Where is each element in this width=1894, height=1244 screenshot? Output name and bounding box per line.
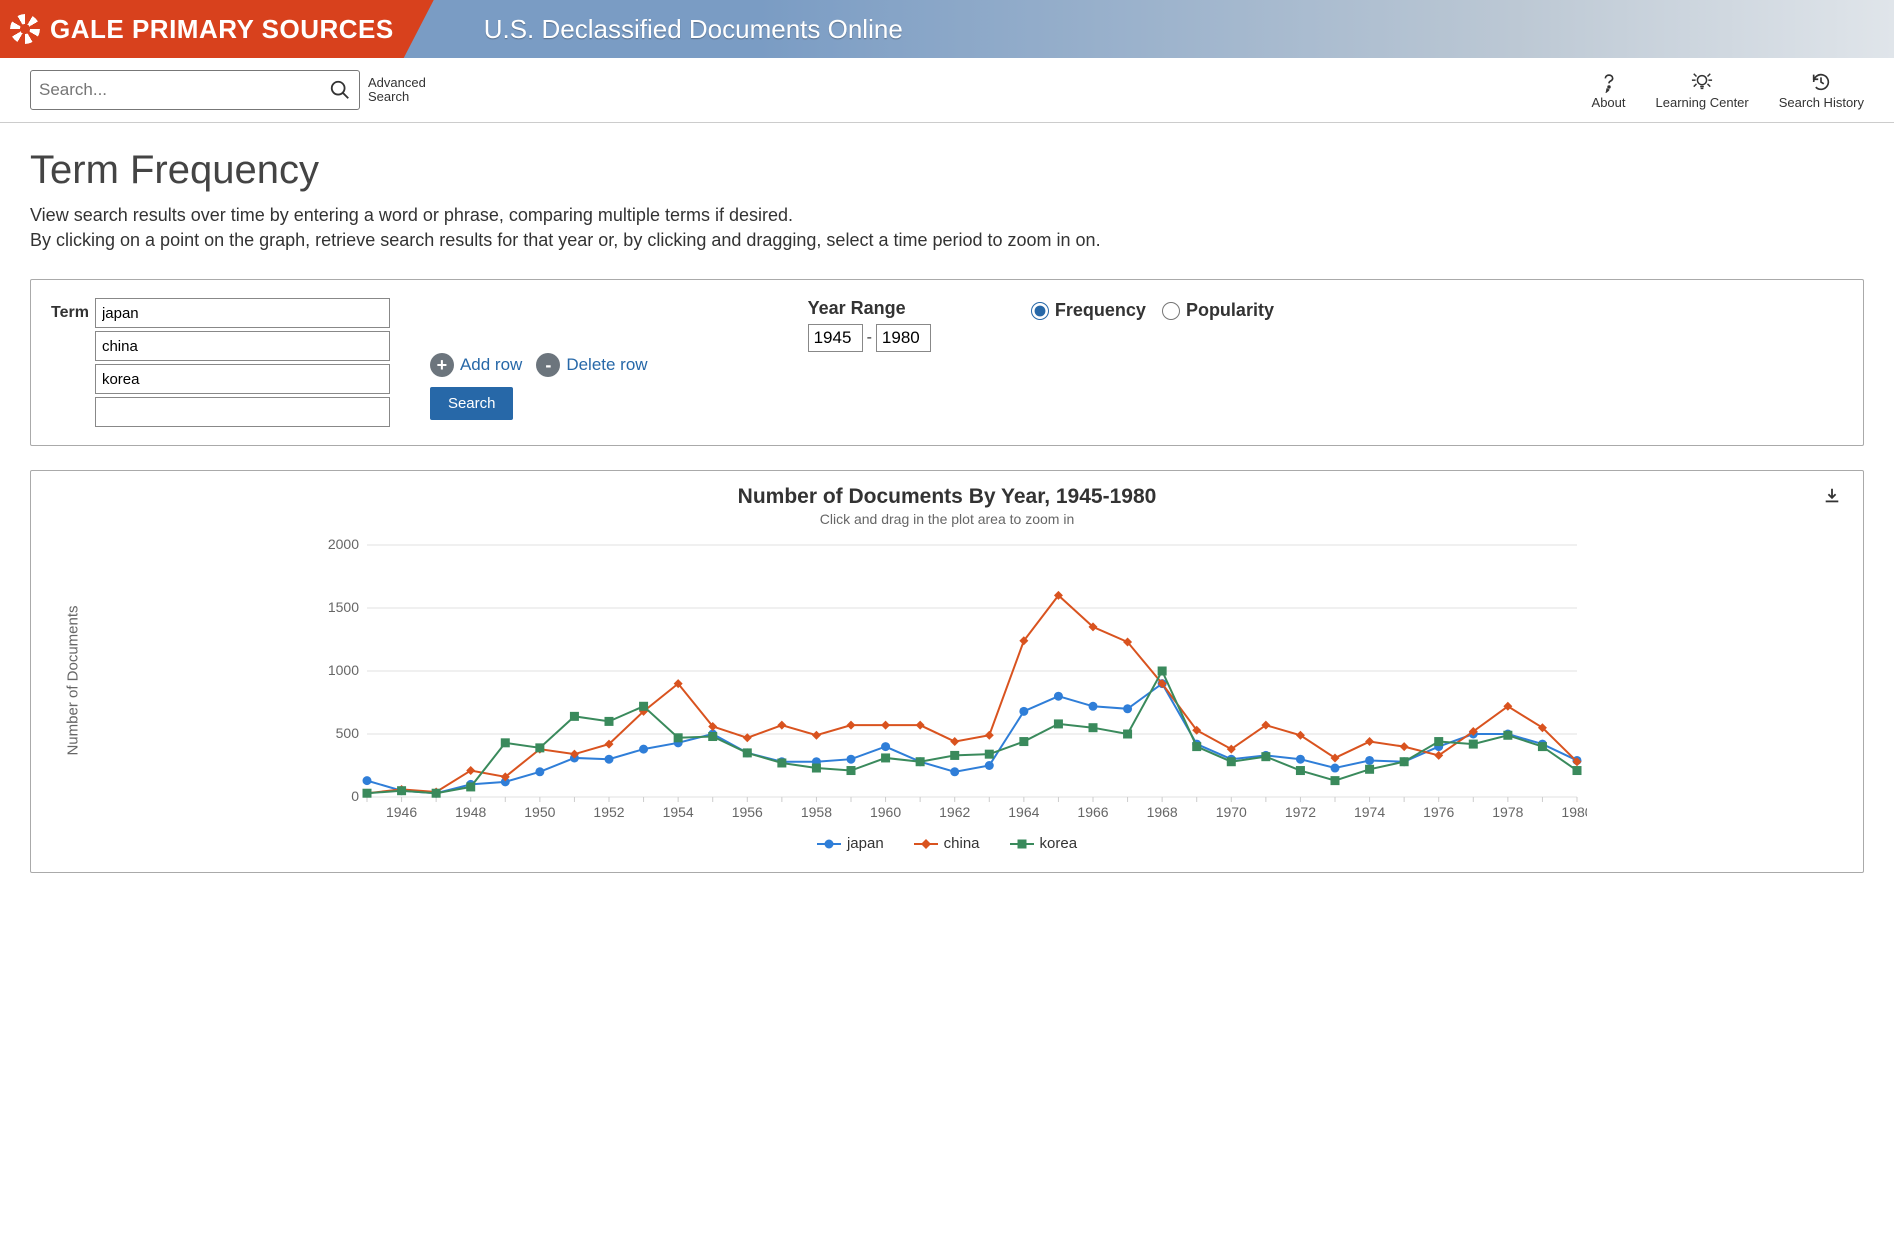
year-range-label: Year Range <box>808 298 931 319</box>
svg-text:1972: 1972 <box>1285 804 1316 820</box>
nav-icons: About Learning Center Search History <box>1592 71 1864 110</box>
frequency-chart[interactable]: 0 500 1000 1500 2000 1946 1948 1950 1952 1954 1956… <box>307 537 1587 827</box>
top-banner: GALE PRIMARY SOURCES U.S. Declassified D… <box>0 0 1894 58</box>
frequency-radio[interactable]: Frequency <box>1031 300 1146 321</box>
download-icon <box>1823 487 1841 505</box>
delete-row-button[interactable]: - Delete row <box>536 353 647 377</box>
svg-text:1950: 1950 <box>524 804 555 820</box>
svg-text:1000: 1000 <box>328 662 359 678</box>
nav-history-label: Search History <box>1779 95 1864 110</box>
nav-history[interactable]: Search History <box>1779 71 1864 110</box>
frequency-radio-label: Frequency <box>1055 300 1146 321</box>
add-row-label: Add row <box>460 355 522 375</box>
svg-text:0: 0 <box>351 788 359 804</box>
minus-icon: - <box>536 353 560 377</box>
svg-text:1500: 1500 <box>328 599 359 615</box>
svg-text:1970: 1970 <box>1216 804 1247 820</box>
add-row-button[interactable]: + Add row <box>430 353 522 377</box>
nav-learning-label: Learning Center <box>1656 95 1749 110</box>
search-bar-row: AdvancedSearch About Learning Center Sea… <box>0 58 1894 123</box>
site-title: U.S. Declassified Documents Online <box>434 0 903 58</box>
legend-item-japan[interactable]: japan <box>817 835 884 852</box>
search-input-wrap <box>30 70 360 110</box>
svg-text:1960: 1960 <box>870 804 901 820</box>
search-icon[interactable] <box>329 79 351 101</box>
popularity-radio-label: Popularity <box>1186 300 1274 321</box>
chart-legend: japan china korea <box>49 835 1845 852</box>
svg-text:1976: 1976 <box>1423 804 1454 820</box>
svg-text:1962: 1962 <box>939 804 970 820</box>
chart-ylabel: Number of Documents <box>65 605 82 755</box>
legend-item-korea[interactable]: korea <box>1010 835 1078 852</box>
year-range-dash: - <box>867 329 872 347</box>
query-panel: Term + Add row - Delete row Search Year … <box>30 279 1864 446</box>
nav-about[interactable]: About <box>1592 71 1626 110</box>
svg-text:1980: 1980 <box>1561 804 1587 820</box>
term-input-0[interactable] <box>95 298 390 328</box>
nav-learning[interactable]: Learning Center <box>1656 71 1749 110</box>
svg-text:1958: 1958 <box>801 804 832 820</box>
svg-text:1956: 1956 <box>732 804 763 820</box>
search-button[interactable]: Search <box>430 387 514 420</box>
frequency-radio-input[interactable] <box>1031 302 1049 320</box>
nav-about-label: About <box>1592 95 1626 110</box>
advanced-search-link[interactable]: AdvancedSearch <box>368 76 426 105</box>
brand-block[interactable]: GALE PRIMARY SOURCES <box>0 0 434 58</box>
download-chart-button[interactable] <box>1823 487 1841 510</box>
term-inputs <box>95 298 390 427</box>
gale-logo-icon <box>10 14 40 44</box>
svg-text:1966: 1966 <box>1077 804 1108 820</box>
chart-panel: Number of Documents By Year, 1945-1980 C… <box>30 470 1864 873</box>
svg-text:1978: 1978 <box>1492 804 1523 820</box>
svg-text:1954: 1954 <box>663 804 694 820</box>
term-input-3[interactable] <box>95 397 390 427</box>
history-icon <box>1809 71 1833 93</box>
legend-item-china[interactable]: china <box>914 835 980 852</box>
lightbulb-icon <box>1687 71 1717 93</box>
svg-text:1948: 1948 <box>455 804 486 820</box>
svg-text:2000: 2000 <box>328 537 359 552</box>
legend-label: korea <box>1040 835 1078 852</box>
search-input[interactable] <box>39 80 329 100</box>
year-to-input[interactable] <box>876 324 931 352</box>
year-from-input[interactable] <box>808 324 863 352</box>
plus-icon: + <box>430 353 454 377</box>
brand-text: GALE PRIMARY SOURCES <box>50 14 394 45</box>
page-desc-1: View search results over time by enterin… <box>30 205 1864 226</box>
svg-text:1964: 1964 <box>1008 804 1039 820</box>
question-icon <box>1597 71 1621 93</box>
page-desc-2: By clicking on a point on the graph, ret… <box>30 230 1864 251</box>
term-input-1[interactable] <box>95 331 390 361</box>
term-label: Term <box>51 298 89 322</box>
delete-row-label: Delete row <box>566 355 647 375</box>
term-input-2[interactable] <box>95 364 390 394</box>
page-content: Term Frequency View search results over … <box>0 123 1894 898</box>
svg-text:1946: 1946 <box>386 804 417 820</box>
popularity-radio-input[interactable] <box>1162 302 1180 320</box>
svg-text:1952: 1952 <box>593 804 624 820</box>
legend-label: japan <box>847 835 884 852</box>
chart-subtitle: Click and drag in the plot area to zoom … <box>49 511 1845 527</box>
svg-text:1968: 1968 <box>1147 804 1178 820</box>
svg-text:1974: 1974 <box>1354 804 1385 820</box>
legend-label: china <box>944 835 980 852</box>
svg-text:500: 500 <box>336 725 360 741</box>
popularity-radio[interactable]: Popularity <box>1162 300 1274 321</box>
page-title: Term Frequency <box>30 148 1864 193</box>
chart-title: Number of Documents By Year, 1945-1980 <box>49 485 1845 509</box>
